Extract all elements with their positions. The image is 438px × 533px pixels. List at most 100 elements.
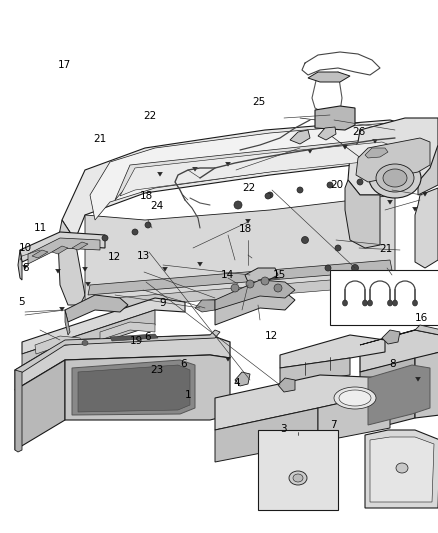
Ellipse shape — [293, 474, 303, 482]
Polygon shape — [308, 72, 350, 82]
Polygon shape — [318, 392, 390, 442]
Text: 21: 21 — [93, 134, 106, 143]
Ellipse shape — [274, 284, 282, 292]
Polygon shape — [368, 365, 430, 425]
Text: 18: 18 — [140, 191, 153, 201]
Text: 9: 9 — [159, 298, 166, 308]
Ellipse shape — [339, 390, 371, 406]
Polygon shape — [416, 377, 420, 381]
Text: 22: 22 — [143, 111, 156, 121]
Polygon shape — [56, 269, 60, 273]
Ellipse shape — [396, 463, 408, 473]
Polygon shape — [246, 219, 251, 223]
Polygon shape — [15, 360, 65, 450]
Polygon shape — [162, 267, 167, 271]
Ellipse shape — [352, 264, 358, 271]
Ellipse shape — [246, 280, 254, 288]
Polygon shape — [315, 106, 355, 130]
Text: 26: 26 — [353, 127, 366, 137]
Polygon shape — [15, 330, 220, 375]
Polygon shape — [235, 372, 250, 386]
Polygon shape — [62, 120, 418, 240]
Polygon shape — [85, 282, 90, 286]
Polygon shape — [307, 149, 312, 153]
Text: 14: 14 — [221, 270, 234, 280]
Ellipse shape — [335, 245, 341, 251]
Polygon shape — [318, 127, 336, 140]
Polygon shape — [215, 280, 295, 310]
Polygon shape — [278, 378, 295, 392]
Ellipse shape — [132, 229, 138, 235]
Text: 20: 20 — [330, 181, 343, 190]
Polygon shape — [65, 355, 230, 420]
Polygon shape — [58, 220, 85, 305]
Text: 1: 1 — [185, 391, 192, 400]
Ellipse shape — [327, 182, 333, 188]
Polygon shape — [370, 437, 434, 502]
Polygon shape — [345, 180, 380, 248]
Ellipse shape — [145, 222, 151, 228]
Polygon shape — [110, 334, 158, 341]
Polygon shape — [158, 172, 162, 176]
Polygon shape — [360, 325, 438, 345]
Polygon shape — [52, 246, 68, 254]
Polygon shape — [360, 330, 438, 372]
Polygon shape — [83, 267, 88, 271]
Ellipse shape — [301, 237, 308, 244]
Ellipse shape — [343, 300, 347, 306]
Polygon shape — [72, 360, 195, 415]
Text: 11: 11 — [34, 223, 47, 233]
Polygon shape — [365, 148, 388, 158]
Text: 17: 17 — [58, 60, 71, 70]
Polygon shape — [15, 335, 230, 390]
Text: 13: 13 — [137, 251, 150, 261]
Polygon shape — [65, 295, 128, 322]
Ellipse shape — [325, 265, 331, 271]
Polygon shape — [245, 268, 278, 282]
Polygon shape — [198, 262, 202, 266]
Text: 12: 12 — [265, 331, 278, 341]
Ellipse shape — [265, 193, 271, 199]
Polygon shape — [195, 300, 215, 312]
Polygon shape — [115, 138, 400, 200]
Polygon shape — [85, 195, 395, 305]
Polygon shape — [360, 358, 415, 432]
Polygon shape — [415, 188, 438, 268]
Ellipse shape — [369, 158, 421, 198]
Polygon shape — [348, 118, 438, 195]
Text: 19: 19 — [130, 336, 143, 346]
Polygon shape — [215, 375, 390, 430]
Polygon shape — [100, 322, 155, 340]
Text: 18: 18 — [239, 224, 252, 234]
Polygon shape — [280, 358, 350, 385]
Ellipse shape — [392, 300, 398, 306]
Polygon shape — [88, 260, 392, 295]
Polygon shape — [365, 430, 438, 508]
Text: 24: 24 — [150, 201, 163, 211]
Polygon shape — [60, 307, 64, 311]
Text: 23: 23 — [150, 365, 163, 375]
Polygon shape — [23, 265, 28, 269]
Polygon shape — [120, 142, 395, 196]
Polygon shape — [15, 370, 22, 452]
Polygon shape — [20, 232, 105, 262]
Polygon shape — [415, 352, 438, 418]
Ellipse shape — [231, 284, 239, 292]
Polygon shape — [330, 270, 438, 325]
Ellipse shape — [102, 235, 108, 241]
Polygon shape — [258, 430, 338, 510]
Text: 6: 6 — [145, 332, 152, 342]
Polygon shape — [290, 130, 310, 144]
Polygon shape — [32, 250, 48, 258]
Ellipse shape — [267, 192, 273, 198]
Polygon shape — [356, 138, 430, 182]
Polygon shape — [35, 336, 82, 354]
Polygon shape — [65, 310, 70, 335]
Text: 12: 12 — [108, 252, 121, 262]
Ellipse shape — [82, 341, 88, 345]
Text: 22: 22 — [242, 183, 255, 192]
Text: 4: 4 — [233, 378, 240, 387]
Text: 7: 7 — [330, 421, 337, 430]
Polygon shape — [215, 290, 295, 325]
Polygon shape — [90, 123, 408, 220]
